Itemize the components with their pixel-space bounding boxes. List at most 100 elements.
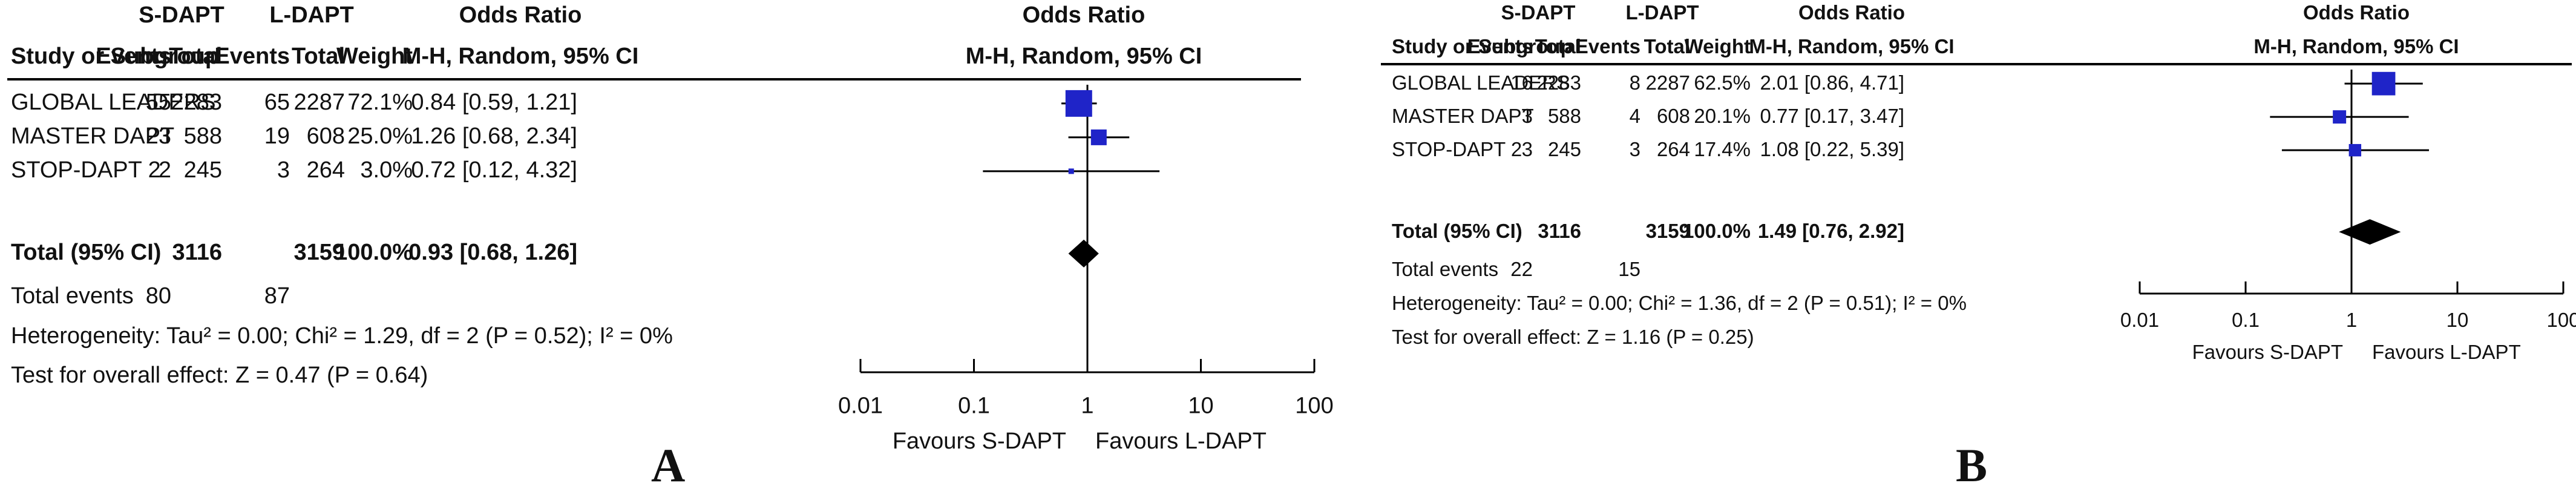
study-odds-ratio-ci: 0.72 [0.12, 4.32] (411, 157, 577, 183)
total-weight: 100.0% (335, 240, 413, 265)
control-events: 65 (264, 90, 290, 115)
column-header-or-method: M-H, Random, 95% CI (402, 44, 639, 69)
experimental-events: 55 (145, 90, 171, 115)
study-name: STOP-DAPT 2 (1392, 138, 1522, 160)
study-name: GLOBAL LEADERS (11, 90, 216, 115)
favours-right-label: Favours L-DAPT (2372, 341, 2521, 363)
experimental-total: 2283 (1536, 71, 1581, 94)
column-header-weight: Weight (336, 44, 413, 69)
pooled-effect-diamond (2339, 219, 2401, 245)
column-header-control-total: Total (1644, 35, 1690, 58)
study-effect-square (1065, 90, 1092, 117)
group-header-experimental: S-DAPT (139, 2, 224, 28)
overall-effect-text: Test for overall effect: Z = 1.16 (P = 0… (1392, 326, 1754, 348)
favours-right-label: Favours L-DAPT (1095, 429, 1267, 454)
total-events-experimental: 22 (1510, 258, 1533, 280)
study-weight: 62.5% (1694, 71, 1751, 94)
control-total: 2287 (293, 90, 345, 115)
experimental-events: 23 (145, 123, 171, 149)
total-events-experimental: 80 (145, 283, 171, 309)
control-total: 608 (1656, 105, 1690, 127)
x-tick-label: 1 (2346, 309, 2357, 331)
header-rule (7, 78, 1301, 81)
odds-ratio-column-title: Odds Ratio (1798, 1, 1906, 24)
experimental-total: 588 (183, 123, 222, 149)
group-header-control: L-DAPT (269, 2, 354, 28)
experimental-total: 245 (1547, 138, 1581, 160)
panel-letter: B (1956, 439, 1988, 491)
x-tick-label: 0.01 (2120, 309, 2159, 331)
experimental-events: 3 (1521, 105, 1533, 127)
forest-plot-svg: 0.01 0.1 1 10 100 (2120, 70, 2576, 331)
column-header-study: Study or Subgroup (1392, 35, 1573, 58)
total-experimental: 3116 (1538, 220, 1581, 242)
total-odds-ratio-ci: 1.49 [0.76, 2.92] (1757, 220, 1904, 242)
total-control: 3159 (293, 240, 345, 265)
header-rule (1381, 63, 2572, 65)
control-total: 608 (306, 123, 345, 149)
control-events: 4 (1629, 105, 1640, 127)
plot-method: M-H, Random, 95% CI (2253, 35, 2459, 58)
plot-title: Odds Ratio (2302, 1, 2410, 24)
study-weight: 72.1% (347, 90, 413, 115)
column-header-experimental-total: Total (1535, 35, 1581, 58)
total-odds-ratio-ci: 0.93 [0.68, 1.26] (408, 240, 577, 265)
study-odds-ratio-ci: 2.01 [0.86, 4.71] (1760, 71, 1904, 94)
experimental-total: 588 (1547, 105, 1581, 127)
column-header-experimental-events: Events (96, 44, 171, 69)
column-header-or-method: M-H, Random, 95% CI (1749, 35, 1955, 58)
heterogeneity-text: Heterogeneity: Tau² = 0.00; Chi² = 1.36,… (1392, 292, 1967, 314)
study-weight: 25.0% (347, 123, 413, 149)
total-label: Total (95% CI) (1392, 220, 1522, 242)
control-events: 3 (1629, 138, 1640, 160)
favours-left-label: Favours S-DAPT (2192, 341, 2343, 363)
x-tick-label: 10 (2447, 309, 2469, 331)
column-header-control-events: Events (1575, 35, 1640, 58)
study-weight: 20.1% (1694, 105, 1751, 127)
experimental-total: 245 (183, 157, 222, 183)
column-header-weight: Weight (1684, 35, 1751, 58)
total-events-label: Total events (11, 283, 134, 309)
forest-plot-svg: 0.01 0.1 1 10 100 (838, 85, 1334, 418)
column-header-experimental-total: Total (169, 44, 222, 69)
column-header-study: Study or Subgroup (11, 44, 220, 69)
favours-left-label: Favours S-DAPT (892, 429, 1066, 454)
study-weight: 17.4% (1694, 138, 1751, 160)
experimental-events: 16 (1510, 71, 1533, 94)
study-effect-square (1068, 168, 1074, 174)
pooled-effect-diamond (1068, 239, 1099, 268)
plot-title: Odds Ratio (1022, 2, 1145, 28)
experimental-events: 2 (158, 157, 171, 183)
odds-ratio-column-title: Odds Ratio (459, 2, 582, 28)
total-control: 3159 (1645, 220, 1690, 242)
x-tick-label: 1 (1081, 393, 1093, 418)
plot-method: M-H, Random, 95% CI (965, 44, 1202, 69)
study-effect-square (1090, 129, 1107, 145)
control-events: 8 (1629, 71, 1640, 94)
heterogeneity-text: Heterogeneity: Tau² = 0.00; Chi² = 1.29,… (11, 323, 673, 349)
total-experimental: 3116 (172, 240, 222, 265)
study-odds-ratio-ci: 0.77 [0.17, 3.47] (1760, 105, 1904, 127)
study-effect-square (2348, 143, 2362, 157)
x-tick-label: 10 (1188, 393, 1213, 418)
control-events: 3 (277, 157, 290, 183)
panel-letter: A (651, 439, 686, 491)
x-tick-label: 0.1 (2232, 309, 2260, 331)
control-total: 264 (1656, 138, 1690, 160)
study-weight: 3.0% (360, 157, 413, 183)
study-odds-ratio-ci: 1.08 [0.22, 5.39] (1760, 138, 1904, 160)
total-events-control: 15 (1618, 258, 1640, 280)
total-events-label: Total events (1392, 258, 1499, 280)
total-events-control: 87 (264, 283, 290, 309)
control-total: 264 (306, 157, 345, 183)
x-tick-label: 100 (2546, 309, 2576, 331)
column-header-control-total: Total (292, 44, 345, 69)
forest-plot-panel-a: S-DAPT L-DAPT Odds Ratio Odds Ratio Study or… (7, 2, 1334, 491)
study-name: MASTER DAPT (11, 123, 175, 149)
group-header-control: L-DAPT (1625, 1, 1699, 24)
study-effect-square (2371, 71, 2396, 96)
study-name: MASTER DAPT (1392, 105, 1534, 127)
x-tick-label: 0.01 (838, 393, 883, 418)
x-tick-label: 100 (1295, 393, 1333, 418)
x-tick-label: 0.1 (958, 393, 990, 418)
